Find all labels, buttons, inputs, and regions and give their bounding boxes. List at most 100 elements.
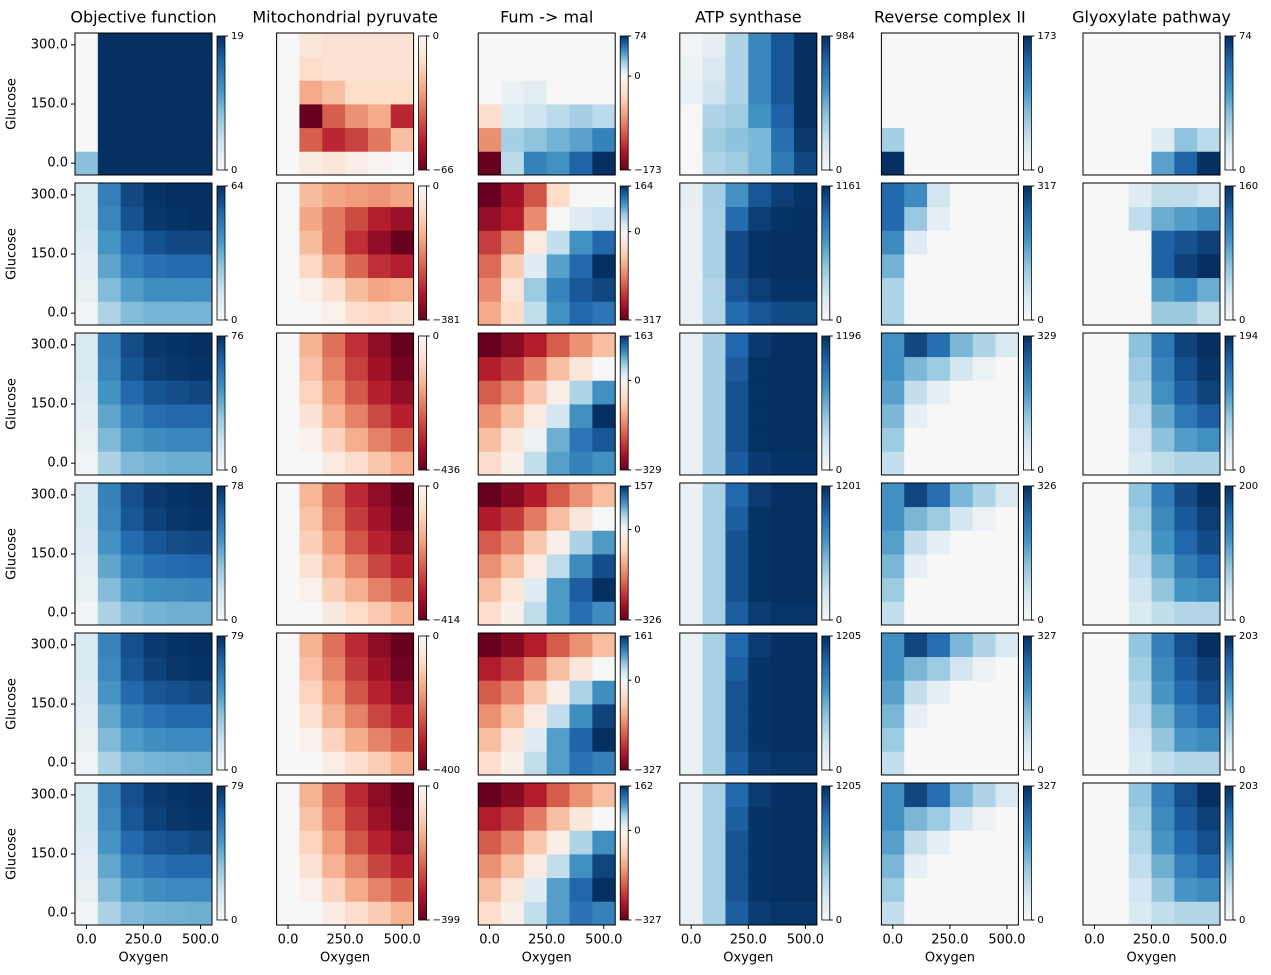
heatmap-cell <box>725 127 749 152</box>
colorbar-tick-label: 0 <box>1239 615 1245 626</box>
heatmap-cell <box>345 104 369 129</box>
heatmap-cell <box>97 727 122 752</box>
heatmap-cell <box>1105 901 1130 926</box>
heatmap-cell <box>501 704 525 729</box>
heatmap-cell <box>927 680 951 705</box>
heatmap-cell <box>702 806 726 831</box>
heatmap-cell <box>546 254 570 279</box>
colorbar <box>1023 335 1032 471</box>
heatmap-cell <box>166 277 190 302</box>
colorbar <box>418 635 428 771</box>
heatmap-cell <box>569 530 593 555</box>
heatmap-cell <box>120 277 144 302</box>
heatmap-cell <box>97 183 122 208</box>
heatmap-cell <box>1105 356 1130 381</box>
heatmap-cell <box>881 830 905 855</box>
heatmap-cell <box>748 751 772 776</box>
colorbar-tick-label: 329 <box>1037 331 1056 342</box>
heatmap-cell <box>478 806 502 831</box>
heatmap-cell <box>322 183 346 208</box>
heatmap-cell <box>546 230 570 255</box>
heatmap-cell <box>322 530 346 555</box>
heatmap-cell <box>881 380 905 405</box>
x-axis-label: Oxygen <box>522 951 572 966</box>
colorbar-tick-label: 0 <box>231 765 237 776</box>
heatmap-cell <box>569 751 593 776</box>
heatmap-cell <box>345 704 369 729</box>
heatmap-cell <box>949 704 974 729</box>
heatmap-cell <box>569 230 593 255</box>
heatmap-cell <box>771 601 795 626</box>
heatmap-cell <box>299 80 323 105</box>
heatmap-cell <box>299 404 323 429</box>
heatmap-cell <box>299 230 323 255</box>
colorbar-tick-label: 326 <box>1037 481 1056 492</box>
heatmap-cell <box>276 483 300 508</box>
x-tick-label: 250.0 <box>931 933 968 948</box>
heatmap-cell <box>143 80 167 105</box>
heatmap-cell <box>322 230 346 255</box>
heatmap-cell <box>276 277 300 302</box>
heatmap-cell <box>1197 783 1221 808</box>
heatmap-panel: Mitochondrial pyruvate−660 <box>252 8 453 177</box>
heatmap-cell <box>276 56 300 81</box>
heatmap-cell <box>904 727 928 752</box>
colorbar-tick-label: 203 <box>1239 631 1258 642</box>
colorbar-tick-label: −329 <box>634 465 661 476</box>
heatmap-cell <box>904 656 928 681</box>
y-tick-label: 0.0 <box>47 906 68 921</box>
heatmap-cell <box>501 404 525 429</box>
heatmap-cell <box>143 530 167 555</box>
heatmap-cell <box>97 33 122 58</box>
heatmap-cell <box>546 80 570 105</box>
heatmap-cell <box>345 656 369 681</box>
heatmap-cell <box>367 254 392 279</box>
colorbar-tick-label: 0 <box>433 181 439 192</box>
heatmap-cell <box>793 356 818 381</box>
heatmap-cell <box>501 356 525 381</box>
heatmap-cell <box>322 633 346 658</box>
heatmap-cell <box>1128 783 1152 808</box>
heatmap-cell <box>189 427 213 452</box>
heatmap-cell <box>523 80 548 105</box>
heatmap-cell <box>995 230 1019 255</box>
heatmap-cell <box>1105 127 1130 152</box>
heatmap-cell <box>725 380 749 405</box>
heatmap-cell <box>702 483 726 508</box>
heatmap-cell <box>299 704 323 729</box>
heatmap-cell <box>478 404 502 429</box>
heatmap-cell <box>367 656 392 681</box>
heatmap-cell <box>793 751 818 776</box>
heatmap-cell <box>276 230 300 255</box>
y-tick-label: 300.0 <box>31 187 68 202</box>
heatmap-cell <box>143 104 167 129</box>
heatmap-cell <box>1151 751 1175 776</box>
heatmap-cell <box>478 483 502 508</box>
heatmap-cell <box>1174 727 1198 752</box>
heatmap-cell <box>972 56 996 81</box>
panel-title: Objective function <box>70 8 216 27</box>
heatmap-cell <box>1174 854 1198 879</box>
heatmap-cell <box>276 901 300 926</box>
heatmap-cell <box>478 277 502 302</box>
heatmap-cell <box>97 577 122 602</box>
heatmap-cell <box>927 404 951 429</box>
heatmap-cell <box>189 554 213 579</box>
heatmap-cell <box>1128 183 1152 208</box>
heatmap-cell <box>679 404 704 429</box>
heatmap-cell <box>367 506 392 531</box>
heatmap-cell <box>1105 277 1130 302</box>
heatmap-cell <box>927 577 951 602</box>
heatmap-cell <box>592 704 616 729</box>
heatmap-cell <box>97 680 122 705</box>
heatmap-cell <box>120 451 144 476</box>
heatmap-cell <box>1174 127 1198 152</box>
heatmap-cell <box>1174 751 1198 776</box>
heatmap-cell <box>1105 183 1130 208</box>
heatmap-cell <box>367 451 392 476</box>
heatmap-cell <box>569 854 593 879</box>
heatmap-cell <box>345 751 369 776</box>
y-tick-label: 0.0 <box>47 456 68 471</box>
